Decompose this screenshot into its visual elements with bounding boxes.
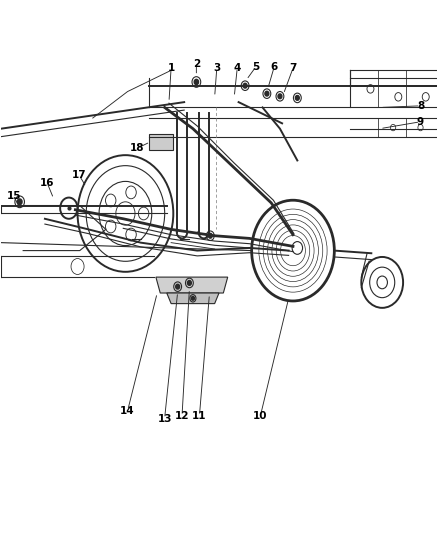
Text: 14: 14 [120,406,135,416]
Text: 13: 13 [157,414,172,424]
Polygon shape [156,277,228,293]
Circle shape [194,79,198,85]
Text: 12: 12 [175,411,189,421]
Text: 17: 17 [71,170,86,180]
Polygon shape [149,134,173,150]
Circle shape [208,233,212,238]
Text: 4: 4 [233,63,241,72]
Polygon shape [167,293,219,304]
Text: 9: 9 [417,117,424,127]
Text: 7: 7 [290,63,297,73]
Text: 6: 6 [271,62,278,71]
Circle shape [243,83,247,88]
Text: 18: 18 [130,143,145,154]
Text: 1: 1 [167,63,175,72]
Circle shape [17,199,22,205]
Text: 15: 15 [6,191,21,201]
Circle shape [191,296,194,300]
Text: 8: 8 [417,101,424,111]
Circle shape [278,94,282,99]
Text: 16: 16 [40,177,54,188]
Text: 10: 10 [253,411,268,421]
Text: 2: 2 [193,59,200,69]
Text: 3: 3 [213,63,220,72]
Text: 11: 11 [192,411,207,421]
Circle shape [176,284,180,289]
Circle shape [295,95,299,100]
Circle shape [187,280,191,285]
Circle shape [265,91,269,96]
Text: 5: 5 [252,62,260,71]
